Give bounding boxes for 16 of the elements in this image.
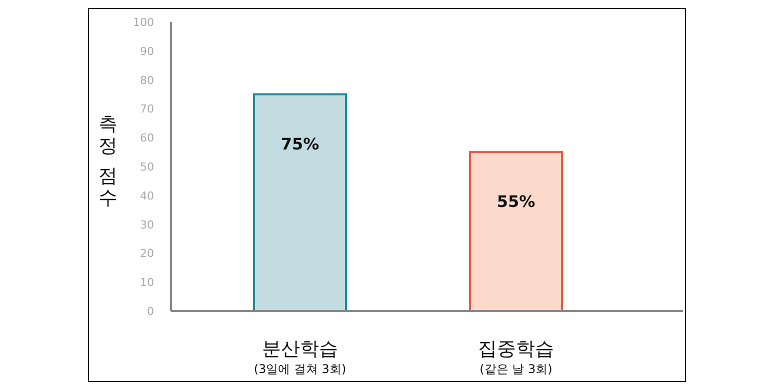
data-label: 55%: [496, 192, 536, 212]
data-label: 75%: [280, 134, 320, 154]
y-tick-label: 90: [140, 44, 154, 58]
y-tick-label: 80: [140, 74, 154, 87]
y-tick-label: 30: [140, 218, 154, 232]
x-tick-label: 분산학습 (3일에 걸쳐 3회): [254, 338, 346, 376]
y-axis-title: 측정 점수: [98, 113, 118, 209]
y-tick-label: 50: [140, 160, 154, 174]
y-tick-label: 70: [140, 102, 154, 116]
y-tick-label: 100: [133, 16, 154, 29]
y-tick-label: 40: [140, 189, 154, 202]
y-tick-label: 60: [140, 132, 154, 145]
y-tick-label: 10: [140, 276, 154, 290]
y-tick-label: 20: [140, 247, 154, 260]
y-tick-label: 0: [147, 305, 154, 318]
x-tick-label: 집중학습 (같은 날 3회): [478, 338, 554, 376]
